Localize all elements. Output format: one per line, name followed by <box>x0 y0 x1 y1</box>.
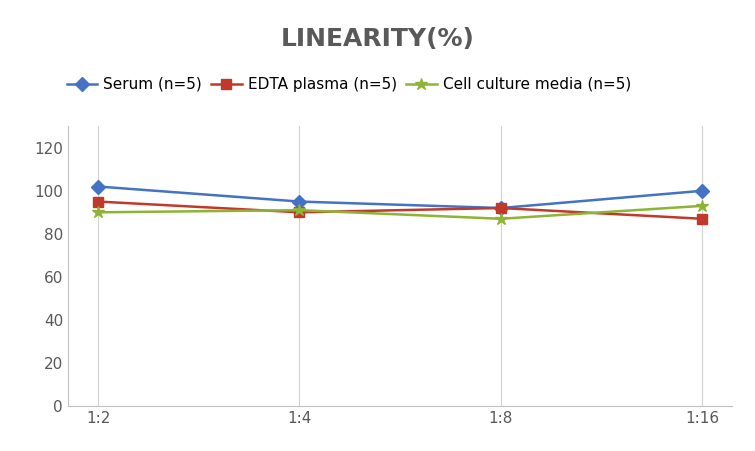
Legend: Serum (n=5), EDTA plasma (n=5), Cell culture media (n=5): Serum (n=5), EDTA plasma (n=5), Cell cul… <box>60 71 637 98</box>
Line: EDTA plasma (n=5): EDTA plasma (n=5) <box>94 197 707 224</box>
EDTA plasma (n=5) <box>295 210 304 215</box>
Cell culture media (n=5) <box>295 207 304 213</box>
EDTA plasma (n=5) <box>496 205 505 211</box>
Cell culture media (n=5) <box>698 203 707 208</box>
Serum (n=5) <box>698 188 707 193</box>
Serum (n=5) <box>496 205 505 211</box>
Line: Cell culture media (n=5): Cell culture media (n=5) <box>92 200 708 225</box>
Cell culture media (n=5) <box>496 216 505 221</box>
Text: LINEARITY(%): LINEARITY(%) <box>281 27 474 51</box>
Cell culture media (n=5) <box>94 210 103 215</box>
Line: Serum (n=5): Serum (n=5) <box>94 182 707 213</box>
Serum (n=5) <box>295 199 304 204</box>
EDTA plasma (n=5) <box>698 216 707 221</box>
EDTA plasma (n=5) <box>94 199 103 204</box>
Serum (n=5) <box>94 184 103 189</box>
